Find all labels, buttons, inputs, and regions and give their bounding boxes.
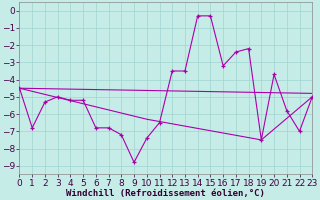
X-axis label: Windchill (Refroidissement éolien,°C): Windchill (Refroidissement éolien,°C): [67, 189, 265, 198]
